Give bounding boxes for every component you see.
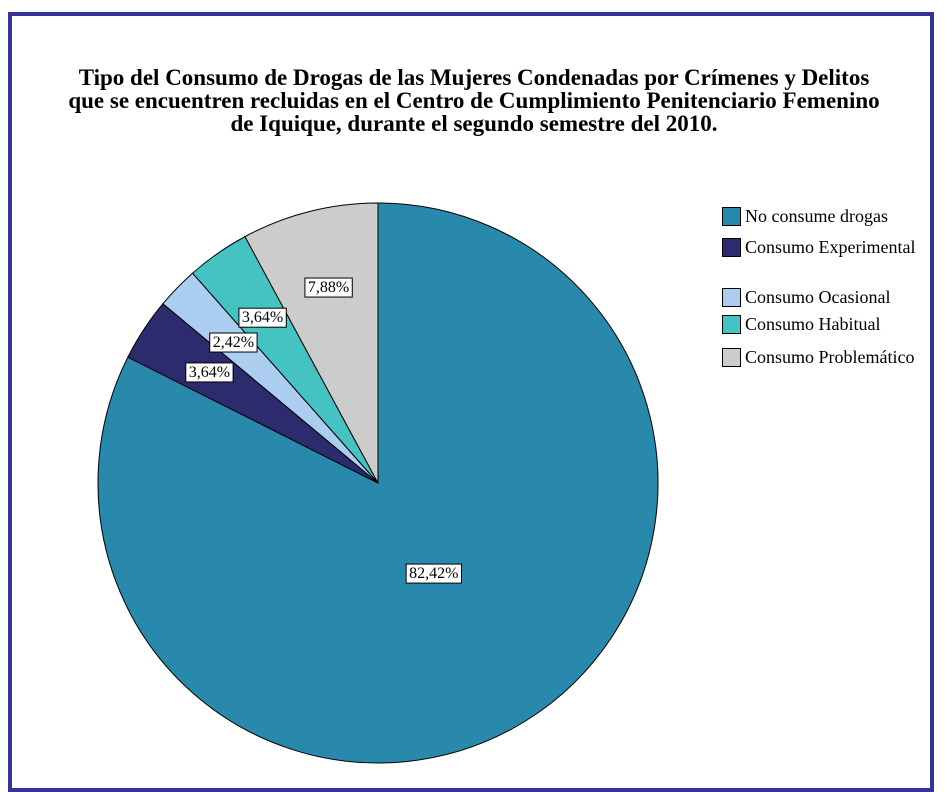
data-label-box (405, 563, 462, 584)
legend-item: Consumo Habitual (722, 314, 930, 334)
data-label: 3,64% (189, 364, 230, 381)
legend-label: Consumo Habitual (745, 314, 881, 334)
legend-label: Consumo Problemático (745, 347, 915, 367)
data-label-box (304, 277, 353, 298)
data-label: 2,42% (213, 334, 254, 351)
legend-label: No consume drogas (745, 206, 888, 226)
data-label: 7,88% (308, 279, 349, 296)
legend-swatch (722, 348, 741, 367)
legend-item: Consumo Ocasional (722, 287, 930, 307)
page: Tipo del Consumo de Drogas de las Mujere… (8, 12, 934, 792)
chart-title: Tipo del Consumo de Drogas de las Mujere… (68, 65, 880, 136)
legend-swatch (722, 315, 741, 334)
legend-swatch (722, 288, 741, 307)
legend-swatch (722, 238, 741, 257)
chart: 82,42% 3,64% 2,42% 3,64% 7,88% (97, 202, 659, 764)
legend-item: Consumo Problemático (722, 347, 930, 367)
data-label-box (185, 362, 234, 383)
data-label-box (238, 307, 287, 328)
legend-label: Consumo Experimental (745, 237, 916, 257)
legend-item: Consumo Experimental (722, 237, 930, 257)
pie-slice (244, 202, 379, 484)
legend-label: Consumo Ocasional (745, 287, 891, 307)
data-label-box (209, 332, 258, 353)
legend-item: No consume drogas (722, 206, 930, 226)
legend-swatch (722, 207, 741, 226)
data-label: 3,64% (242, 309, 283, 326)
data-label: 82,42% (409, 565, 458, 582)
